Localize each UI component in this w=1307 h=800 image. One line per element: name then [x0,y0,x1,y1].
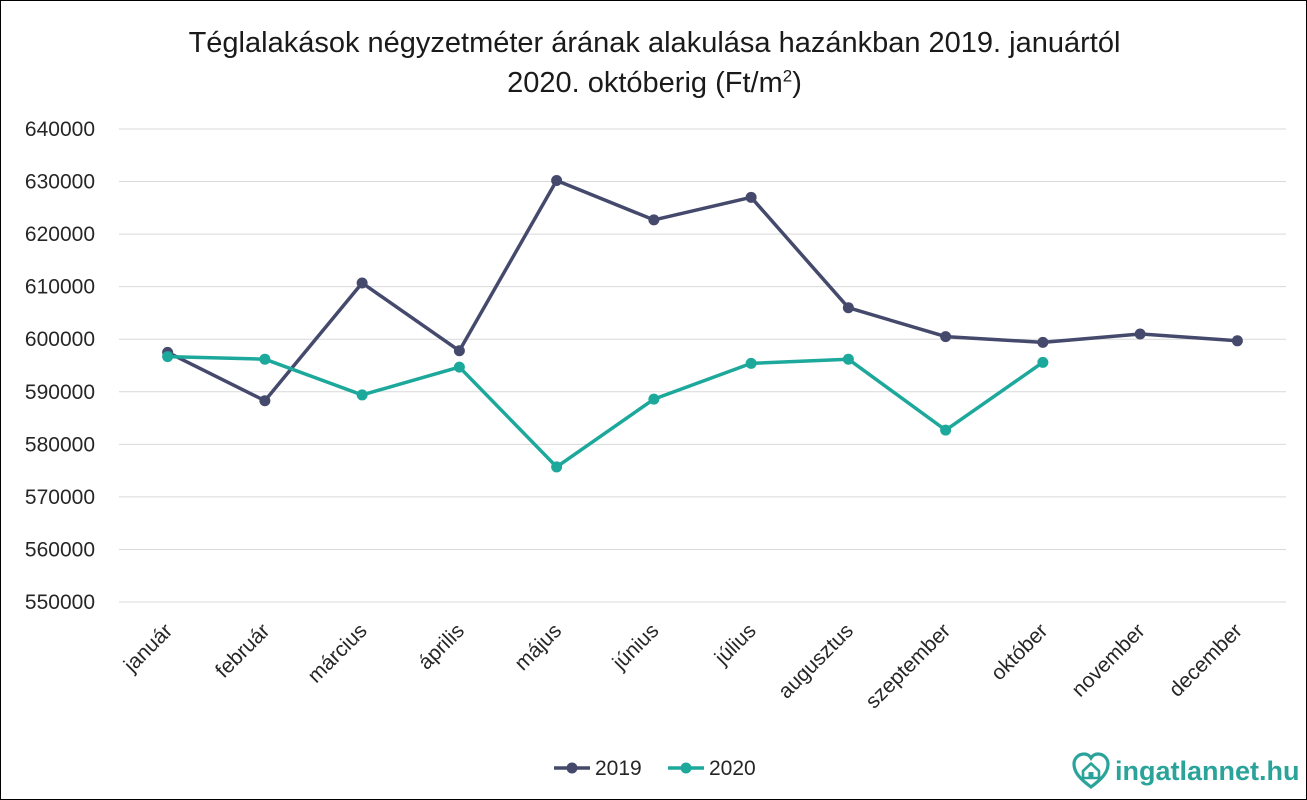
data-point-2020 [551,461,563,473]
data-point-2020 [162,351,174,363]
x-tick-label: június [608,619,664,675]
data-point-2019 [1231,335,1243,347]
data-point-2019 [842,302,854,314]
chart-title-line-2-suffix: ) [792,67,802,99]
legend-marker-2019 [566,762,578,774]
y-tick-label: 590000 [25,381,95,404]
x-tick-label: november [1067,619,1149,701]
data-point-2020 [453,361,465,373]
y-tick-label: 620000 [25,223,95,246]
y-tick-label: 600000 [25,328,95,351]
series-line-2020 [167,354,1044,469]
y-axis-ticks: 550000 560000 570000 580000 590000 600000 6100… [25,118,95,614]
data-point-2020 [259,353,271,365]
data-point-2020 [940,424,952,436]
legend-label-2020: 2020 [709,757,756,780]
series-line-2019 [166,178,1238,403]
house-heart-icon [1072,752,1110,790]
data-point-2019 [259,395,271,407]
x-tick-label: május [510,619,566,675]
x-tick-label: augusztus [774,619,858,703]
x-tick-label: április [414,619,469,674]
data-point-2019 [453,345,465,357]
chart-title-line-1: Téglalakások négyzetméter árának alakulá… [188,27,1121,59]
data-point-2019 [356,277,368,289]
data-point-2019 [648,214,660,226]
legend-label-2019: 2019 [595,757,642,780]
y-tick-label: 560000 [25,538,95,561]
x-tick-label: március [303,619,371,687]
y-tick-label: 630000 [25,171,95,194]
x-tick-label: február [211,619,274,682]
chart-title-line-2: 2020. októberig (Ft/m2) [1,63,1307,103]
data-point-2019 [1037,336,1049,348]
y-tick-label: 610000 [25,276,95,299]
brand-logo: ingatlannet.hu [1071,751,1300,791]
data-point-2020 [745,357,757,369]
data-point-2020 [648,393,660,405]
data-point-2019 [745,191,757,203]
y-tick-label: 580000 [25,433,95,456]
legend-marker-2020 [680,762,692,774]
chart-title: Téglalakások négyzetméter árának alakulá… [1,23,1307,103]
data-point-2020 [1037,356,1049,368]
x-axis-ticks: január február március április május június jú… [119,619,1247,713]
y-tick-label: 640000 [25,118,95,141]
data-point-2019 [940,331,952,343]
y-tick-label: 570000 [25,486,95,509]
y-tick-label: 550000 [25,591,95,614]
legend: 2019 2020 [554,757,756,780]
chart-title-line-2-text: 2020. októberig (Ft/m [507,67,783,99]
data-point-2020 [842,353,854,365]
data-point-2020 [356,389,368,401]
x-tick-label: július [710,619,761,670]
chart-title-superscript: 2 [782,66,793,86]
brand-logo-text: ingatlannet.hu [1115,755,1300,786]
data-point-2019 [1134,328,1146,340]
data-point-2019 [551,175,563,187]
x-tick-label: október [987,619,1053,685]
x-tick-label: szeptember [861,619,955,713]
series-lines [162,175,1243,473]
x-tick-label: január [119,619,177,677]
x-tick-label: december [1165,619,1247,701]
